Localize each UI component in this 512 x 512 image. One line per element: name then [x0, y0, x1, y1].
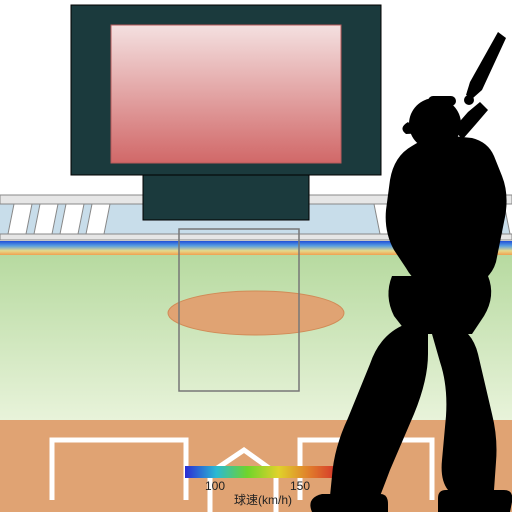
- pitchers-mound: [168, 291, 344, 335]
- stage: 100 150 球速(km/h): [0, 0, 512, 512]
- legend-color-bar: [185, 466, 341, 478]
- scene-svg: 100 150 球速(km/h): [0, 0, 512, 512]
- legend-tick-150: 150: [290, 479, 310, 493]
- legend-axis-label: 球速(km/h): [234, 493, 292, 507]
- scoreboard: [71, 5, 381, 220]
- legend-tick-100: 100: [205, 479, 225, 493]
